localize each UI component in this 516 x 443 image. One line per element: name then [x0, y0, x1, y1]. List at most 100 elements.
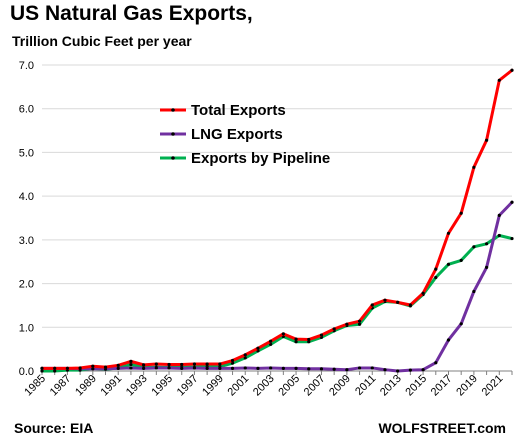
data-point-total-exports — [269, 339, 273, 343]
data-point-lng-exports — [116, 366, 120, 370]
data-point-total-exports — [319, 333, 324, 337]
series-line-total-exports — [40, 68, 514, 370]
data-point-total-exports — [332, 327, 336, 331]
data-point-total-exports — [434, 267, 438, 271]
data-point-exports-by-pipeline — [243, 356, 247, 360]
data-point-lng-exports — [180, 366, 184, 370]
data-point-total-exports — [243, 353, 247, 357]
data-point-lng-exports — [345, 368, 349, 372]
chart-title: US Natural Gas Exports, — [10, 2, 253, 25]
y-tick-label: 5.0 — [19, 147, 34, 159]
data-point-total-exports — [142, 363, 146, 367]
y-tick-label: 2.0 — [19, 279, 34, 291]
data-point-total-exports — [307, 337, 311, 342]
data-point-exports-by-pipeline — [269, 342, 273, 346]
data-point-lng-exports — [332, 367, 336, 371]
source-note: Source: EIA — [14, 420, 94, 436]
data-point-lng-exports — [294, 366, 298, 370]
x-tick-label: 2017 — [429, 373, 455, 399]
data-point-lng-exports — [319, 367, 324, 371]
data-point-total-exports — [180, 362, 184, 367]
data-point-total-exports — [65, 366, 70, 370]
data-point-total-exports — [421, 291, 425, 295]
data-point-lng-exports — [91, 367, 95, 371]
data-point-lng-exports — [357, 366, 362, 370]
y-tick-label: 6.0 — [19, 104, 34, 116]
x-tick-label: 2009 — [327, 373, 353, 399]
data-point-exports-by-pipeline — [434, 275, 438, 280]
data-point-total-exports — [459, 211, 463, 215]
x-tick-label: 2003 — [251, 373, 277, 399]
data-point-exports-by-pipeline — [510, 236, 514, 241]
data-point-lng-exports — [167, 366, 171, 370]
data-point-lng-exports — [218, 366, 222, 370]
data-point-total-exports — [129, 359, 133, 363]
data-point-exports-by-pipeline — [472, 245, 476, 249]
x-tick-label: 2011 — [353, 373, 378, 398]
x-tick-label: 1999 — [200, 373, 226, 399]
data-point-lng-exports — [307, 367, 311, 371]
data-point-total-exports — [167, 362, 171, 367]
data-point-lng-exports — [230, 366, 235, 370]
data-point-lng-exports — [484, 265, 489, 269]
data-point-exports-by-pipeline — [294, 340, 298, 344]
legend-marker-exports-by-pipeline — [171, 156, 175, 160]
data-point-lng-exports — [459, 322, 463, 326]
data-point-total-exports — [294, 337, 298, 341]
data-point-exports-by-pipeline — [459, 258, 463, 263]
data-point-total-exports — [383, 298, 387, 302]
y-tick-label: 7.0 — [19, 60, 34, 72]
data-point-lng-exports — [154, 366, 158, 370]
data-point-lng-exports — [256, 366, 260, 370]
data-point-total-exports — [497, 78, 501, 82]
data-point-total-exports — [116, 363, 120, 367]
data-point-lng-exports — [446, 338, 451, 342]
data-point-exports-by-pipeline — [446, 262, 451, 266]
data-point-lng-exports — [472, 289, 476, 294]
x-tick-label: 1991 — [99, 373, 125, 399]
data-point-lng-exports — [510, 200, 514, 204]
data-point-total-exports — [396, 300, 400, 304]
data-point-lng-exports — [396, 369, 400, 373]
x-tick-label: 2021 — [480, 373, 506, 399]
data-point-lng-exports — [192, 366, 197, 370]
data-point-total-exports — [256, 346, 260, 350]
x-tick-label: 1993 — [124, 373, 150, 399]
data-point-lng-exports — [243, 366, 247, 370]
gridlines — [42, 64, 512, 328]
data-point-total-exports — [53, 366, 57, 370]
legend-label-lng-exports: LNG Exports — [191, 126, 283, 143]
data-point-total-exports — [218, 362, 222, 366]
x-tick-label: 1997 — [175, 373, 201, 399]
data-point-total-exports — [484, 138, 489, 142]
data-point-total-exports — [40, 366, 44, 370]
data-point-exports-by-pipeline — [484, 242, 489, 246]
data-point-lng-exports — [408, 368, 412, 372]
legend-marker-total-exports — [171, 108, 175, 112]
data-point-lng-exports — [205, 366, 209, 370]
data-point-exports-by-pipeline — [53, 369, 57, 373]
data-point-lng-exports — [434, 361, 438, 365]
data-point-lng-exports — [497, 213, 501, 217]
y-tick-label: 4.0 — [19, 191, 34, 203]
x-tick-label: 2007 — [302, 373, 328, 399]
chart-subtitle: Trillion Cubic Feet per year — [12, 33, 192, 49]
data-point-total-exports — [510, 68, 514, 72]
data-point-total-exports — [370, 303, 374, 307]
data-point-exports-by-pipeline — [230, 361, 235, 365]
data-point-total-exports — [408, 303, 412, 307]
series-lines — [40, 68, 514, 373]
x-tick-label: 2019 — [454, 373, 480, 399]
x-tick-label: 1995 — [149, 373, 175, 399]
y-tick-label: 0.0 — [19, 366, 34, 378]
legend-marker-lng-exports — [171, 132, 175, 136]
data-point-lng-exports — [383, 368, 387, 372]
data-point-total-exports — [446, 231, 451, 235]
credit-note: WOLFSTREET.com — [378, 420, 506, 436]
x-tick-label: 2013 — [378, 373, 404, 399]
data-point-lng-exports — [129, 366, 133, 370]
x-tick-label: 1989 — [73, 373, 99, 399]
x-tick-label: 2001 — [226, 373, 252, 399]
data-point-lng-exports — [421, 368, 425, 372]
